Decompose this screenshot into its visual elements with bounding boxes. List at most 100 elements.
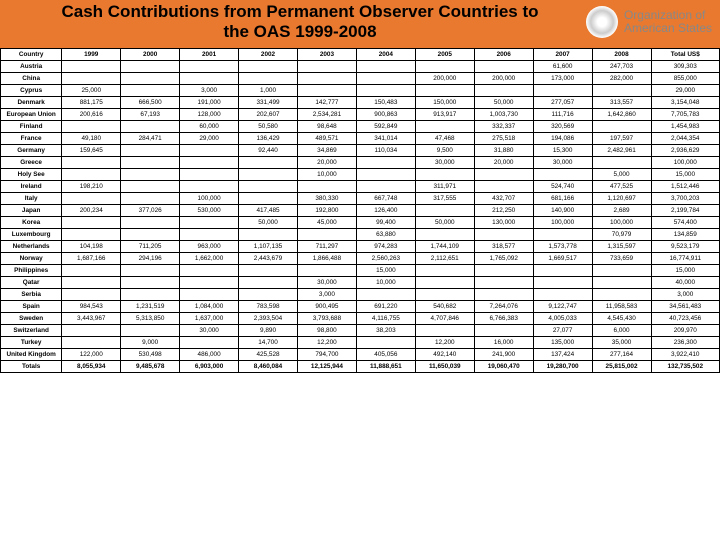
column-header: 2004: [356, 49, 415, 61]
table-row: Ireland198,210311,971524,740477,5251,512…: [1, 181, 720, 193]
cell-value: 61,600: [533, 61, 592, 73]
cell-value: 974,283: [356, 241, 415, 253]
cell-value: 150,000: [415, 97, 474, 109]
cell-value: 3,000: [297, 289, 356, 301]
cell-value: 15,000: [356, 265, 415, 277]
cell-value: [533, 229, 592, 241]
cell-value: 311,971: [415, 181, 474, 193]
cell-value: [474, 289, 533, 301]
cell-value: 67,193: [121, 109, 180, 121]
cell-value: 1,687,166: [62, 253, 121, 265]
table-row: Holy See10,0005,00015,000: [1, 169, 720, 181]
cell-value: 711,297: [297, 241, 356, 253]
cell-value: 40,723,456: [651, 313, 720, 325]
cell-value: 212,250: [474, 205, 533, 217]
cell-value: 574,400: [651, 217, 720, 229]
cell-value: [356, 181, 415, 193]
cell-value: [62, 169, 121, 181]
column-header: 1999: [62, 49, 121, 61]
cell-value: 900,495: [297, 301, 356, 313]
cell-value: [121, 229, 180, 241]
cell-value: 10,000: [356, 277, 415, 289]
cell-value: 2,199,784: [651, 205, 720, 217]
cell-value: 4,545,430: [592, 313, 651, 325]
cell-value: [592, 277, 651, 289]
cell-value: 30,000: [180, 325, 239, 337]
cell-value: 15,000: [651, 265, 720, 277]
contributions-table: Country199920002001200220032004200520062…: [0, 48, 720, 373]
cell-value: 3,793,688: [297, 313, 356, 325]
cell-value: 282,000: [592, 73, 651, 85]
cell-value: 963,000: [180, 241, 239, 253]
cell-value: [121, 73, 180, 85]
cell-value: 29,000: [651, 85, 720, 97]
cell-value: [474, 277, 533, 289]
cell-value: [180, 181, 239, 193]
cell-value: 318,577: [474, 241, 533, 253]
cell-value: 1,662,000: [180, 253, 239, 265]
cell-value: [121, 217, 180, 229]
cell-value: [474, 265, 533, 277]
cell-value: 200,000: [474, 73, 533, 85]
cell-value: [121, 265, 180, 277]
cell-value: [239, 229, 298, 241]
cell-value: 197,597: [592, 133, 651, 145]
cell-value: 30,000: [533, 157, 592, 169]
cell-value: 104,198: [62, 241, 121, 253]
totals-row: Totals8,055,9349,485,6786,903,0008,460,0…: [1, 361, 720, 373]
cell-value: 20,000: [474, 157, 533, 169]
totals-value: 132,735,502: [651, 361, 720, 373]
table-row: Qatar30,00010,00040,000: [1, 277, 720, 289]
cell-value: 60,000: [180, 121, 239, 133]
row-label: Netherlands: [1, 241, 62, 253]
cell-value: [62, 73, 121, 85]
cell-value: 5,000: [592, 169, 651, 181]
cell-value: 284,471: [121, 133, 180, 145]
cell-value: 100,000: [651, 157, 720, 169]
cell-value: 209,970: [651, 325, 720, 337]
cell-value: [239, 61, 298, 73]
cell-value: 1,744,109: [415, 241, 474, 253]
cell-value: 34,869: [297, 145, 356, 157]
cell-value: 134,859: [651, 229, 720, 241]
cell-value: 35,000: [592, 337, 651, 349]
row-label: Austria: [1, 61, 62, 73]
cell-value: 667,748: [356, 193, 415, 205]
column-header: 2002: [239, 49, 298, 61]
cell-value: [474, 85, 533, 97]
cell-value: 10,000: [297, 169, 356, 181]
table-row: Korea50,00045,00099,40050,000130,000100,…: [1, 217, 720, 229]
cell-value: 1,315,597: [592, 241, 651, 253]
cell-value: 1,120,697: [592, 193, 651, 205]
cell-value: 477,525: [592, 181, 651, 193]
cell-value: 135,000: [533, 337, 592, 349]
row-label: Greece: [1, 157, 62, 169]
cell-value: 530,000: [180, 205, 239, 217]
table-row: European Union200,61667,193128,000202,60…: [1, 109, 720, 121]
cell-value: [62, 193, 121, 205]
cell-value: [297, 181, 356, 193]
cell-value: [121, 61, 180, 73]
cell-value: 4,707,846: [415, 313, 474, 325]
cell-value: 524,740: [533, 181, 592, 193]
row-label: Holy See: [1, 169, 62, 181]
row-label: France: [1, 133, 62, 145]
cell-value: [180, 337, 239, 349]
cell-value: [474, 61, 533, 73]
row-label: Germany: [1, 145, 62, 157]
cell-value: 198,210: [62, 181, 121, 193]
cell-value: [239, 277, 298, 289]
cell-value: 11,958,583: [592, 301, 651, 313]
cell-value: [121, 193, 180, 205]
cell-value: 136,429: [239, 133, 298, 145]
cell-value: [62, 337, 121, 349]
cell-value: 530,498: [121, 349, 180, 361]
row-label: Ireland: [1, 181, 62, 193]
cell-value: [180, 169, 239, 181]
totals-value: 12,125,944: [297, 361, 356, 373]
cell-value: 681,166: [533, 193, 592, 205]
cell-value: 1,637,000: [180, 313, 239, 325]
cell-value: 15,300: [533, 145, 592, 157]
table-row: United Kingdom122,000530,498486,000425,5…: [1, 349, 720, 361]
cell-value: [180, 229, 239, 241]
